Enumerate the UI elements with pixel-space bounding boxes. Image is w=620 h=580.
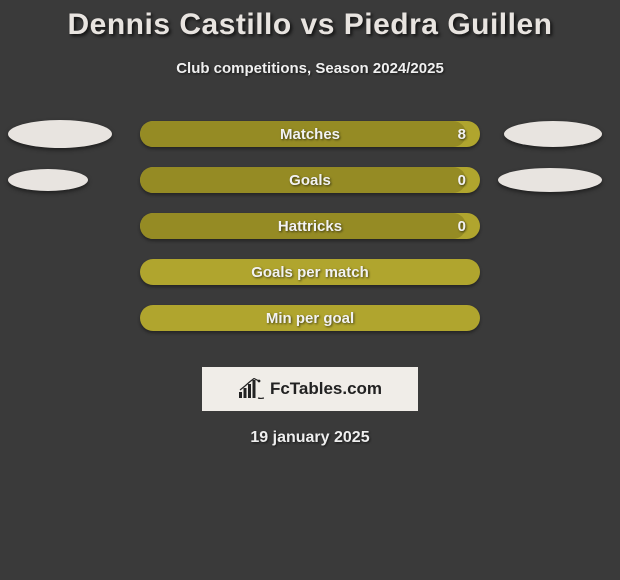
- left-ellipse: [8, 169, 88, 191]
- stat-label: Min per goal: [140, 305, 480, 331]
- stat-value: 0: [458, 213, 466, 239]
- stat-value: 8: [458, 121, 466, 147]
- vs-text: vs: [301, 8, 335, 41]
- logo-box: FcTables.com: [202, 367, 418, 411]
- stat-value: 0: [458, 167, 466, 193]
- stats-rows: Matches8Goals0Hattricks0Goals per matchM…: [0, 121, 620, 351]
- stat-bar: Min per goal: [140, 305, 480, 331]
- stat-bar: Hattricks0: [140, 213, 480, 239]
- right-ellipse: [498, 168, 602, 192]
- left-ellipse: [8, 120, 112, 148]
- stat-label: Matches: [140, 121, 480, 147]
- stat-row: Min per goal: [0, 305, 620, 331]
- stat-row: Goals per match: [0, 259, 620, 285]
- stat-bar: Goals per match: [140, 259, 480, 285]
- right-ellipse: [504, 121, 602, 147]
- stat-row: Goals0: [0, 167, 620, 193]
- stat-label: Goals per match: [140, 259, 480, 285]
- player1-name: Dennis Castillo: [67, 8, 291, 41]
- page-title: Dennis Castillo vs Piedra Guillen: [0, 8, 620, 42]
- fctables-icon: [238, 378, 264, 400]
- stat-row: Hattricks0: [0, 213, 620, 239]
- logo-text: FcTables.com: [270, 379, 382, 399]
- stat-bar: Matches8: [140, 121, 480, 147]
- stat-label: Goals: [140, 167, 480, 193]
- container: Dennis Castillo vs Piedra Guillen Club c…: [0, 0, 620, 447]
- stat-label: Hattricks: [140, 213, 480, 239]
- stat-row: Matches8: [0, 121, 620, 147]
- date-text: 19 january 2025: [0, 429, 620, 447]
- stat-bar: Goals0: [140, 167, 480, 193]
- subtitle: Club competitions, Season 2024/2025: [0, 60, 620, 77]
- player2-name: Piedra Guillen: [344, 8, 553, 41]
